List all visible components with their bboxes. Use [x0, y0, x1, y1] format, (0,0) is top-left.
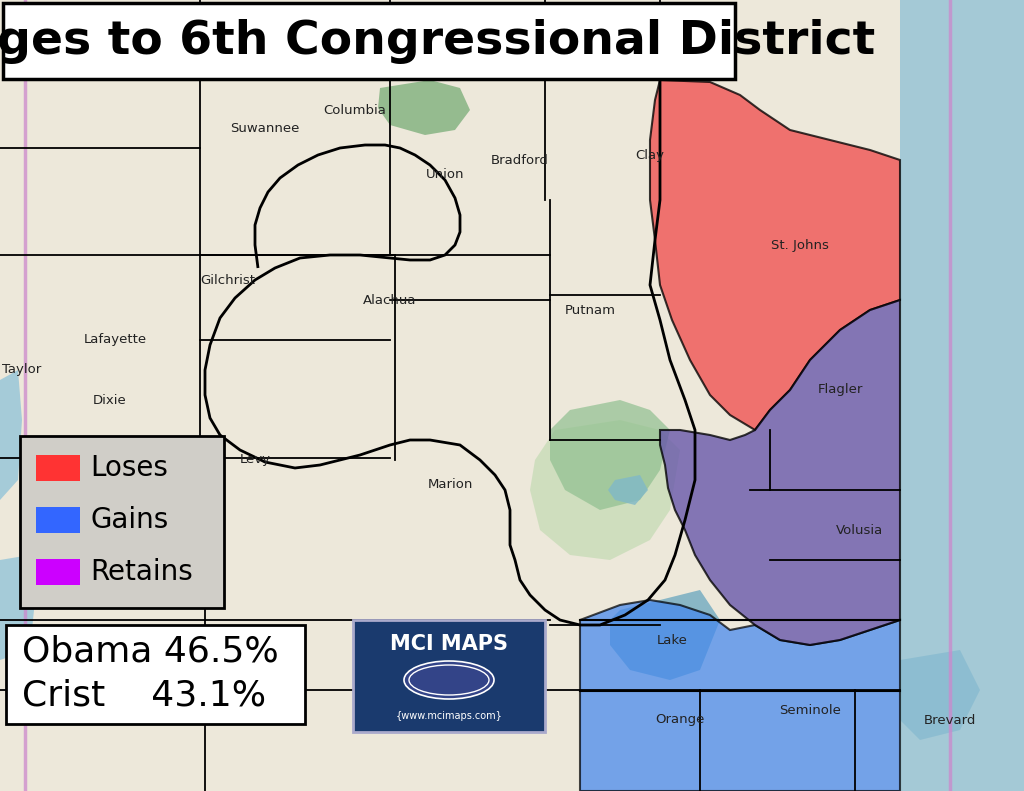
FancyBboxPatch shape	[353, 620, 545, 732]
Text: Putnam: Putnam	[564, 304, 615, 316]
Text: Columbia: Columbia	[324, 104, 386, 116]
Text: Lake: Lake	[656, 634, 687, 646]
Text: Lafayette: Lafayette	[83, 334, 146, 346]
FancyBboxPatch shape	[6, 625, 305, 724]
Ellipse shape	[404, 661, 494, 699]
Text: Changes to 6th Congressional District: Changes to 6th Congressional District	[0, 18, 876, 63]
Bar	[0, 0, 900, 791]
Text: Obama 46.5%: Obama 46.5%	[22, 634, 279, 668]
Text: Seminole: Seminole	[779, 703, 841, 717]
Text: Dixie: Dixie	[93, 393, 127, 407]
Polygon shape	[650, 80, 900, 430]
Text: Clay: Clay	[636, 149, 665, 161]
Text: Alachua: Alachua	[364, 293, 417, 306]
Polygon shape	[900, 0, 1024, 791]
Text: Citrus: Citrus	[172, 593, 212, 607]
Text: Brevard: Brevard	[924, 713, 976, 726]
Polygon shape	[530, 420, 680, 560]
Text: Flagler: Flagler	[817, 384, 862, 396]
Bar	[36, 455, 80, 481]
Text: Gilchrist: Gilchrist	[201, 274, 256, 286]
Text: Loses: Loses	[90, 454, 168, 482]
Text: Gains: Gains	[90, 506, 168, 534]
Text: Taylor: Taylor	[2, 364, 42, 377]
Text: Union: Union	[426, 168, 464, 181]
Polygon shape	[550, 400, 670, 510]
Text: Hernando: Hernando	[222, 688, 288, 702]
Text: Levy: Levy	[240, 453, 270, 467]
Text: St. Johns: St. Johns	[771, 239, 829, 252]
Bar	[36, 559, 80, 585]
Text: Marion: Marion	[427, 479, 473, 491]
FancyBboxPatch shape	[20, 436, 224, 608]
Text: MCI MAPS: MCI MAPS	[390, 634, 508, 654]
FancyBboxPatch shape	[3, 3, 735, 79]
Text: Retains: Retains	[90, 558, 193, 586]
Text: Volusia: Volusia	[837, 524, 884, 536]
Polygon shape	[0, 555, 35, 660]
Polygon shape	[608, 475, 648, 505]
Text: Suwannee: Suwannee	[230, 122, 300, 134]
Text: Crist    43.1%: Crist 43.1%	[22, 678, 266, 712]
Text: Orange: Orange	[655, 713, 705, 726]
Text: Bradford: Bradford	[492, 153, 549, 166]
Polygon shape	[580, 600, 900, 791]
Polygon shape	[378, 80, 470, 135]
Bar	[36, 507, 80, 533]
Text: {www.mcimaps.com}: {www.mcimaps.com}	[395, 711, 503, 721]
Polygon shape	[0, 370, 22, 500]
Polygon shape	[610, 590, 720, 680]
Polygon shape	[660, 300, 900, 645]
Polygon shape	[900, 650, 980, 740]
